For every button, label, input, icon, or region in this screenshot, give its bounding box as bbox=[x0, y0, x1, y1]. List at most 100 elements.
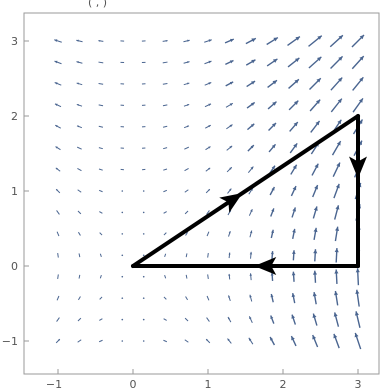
field-arrow bbox=[142, 211, 145, 214]
field-arrow bbox=[225, 59, 234, 65]
field-arrow bbox=[207, 252, 209, 258]
field-arrow bbox=[290, 164, 298, 175]
field-arrow bbox=[77, 231, 81, 236]
field-arrow bbox=[163, 296, 167, 300]
field-arrow bbox=[351, 55, 365, 70]
y-tick-label: 3 bbox=[11, 35, 18, 48]
field-arrow bbox=[333, 312, 340, 327]
field-arrow bbox=[228, 273, 231, 280]
field-arrow bbox=[77, 210, 82, 215]
x-tick-label: 3 bbox=[355, 378, 362, 388]
field-arrow bbox=[249, 273, 252, 281]
field-arrow bbox=[142, 297, 145, 299]
field-arrow bbox=[121, 190, 124, 192]
field-arrow bbox=[355, 268, 360, 286]
field-arrow bbox=[98, 189, 103, 193]
field-arrow bbox=[204, 82, 212, 86]
field-arrow bbox=[142, 254, 145, 257]
field-arrow bbox=[77, 296, 81, 301]
field-arrow bbox=[227, 338, 232, 344]
field-arrow bbox=[270, 315, 275, 324]
closed-path-layer bbox=[131, 114, 367, 275]
field-arrow bbox=[57, 274, 59, 280]
field-arrow bbox=[206, 295, 210, 301]
field-arrow bbox=[312, 334, 319, 348]
field-arrow bbox=[142, 340, 145, 342]
field-arrow bbox=[352, 97, 364, 113]
field-arrow bbox=[291, 250, 296, 261]
field-arrow bbox=[291, 271, 296, 282]
path-arrowhead bbox=[219, 192, 243, 213]
field-arrow bbox=[226, 145, 233, 151]
field-arrow bbox=[245, 59, 256, 66]
field-arrow bbox=[163, 318, 167, 321]
field-arrow bbox=[98, 339, 103, 343]
field-arrow bbox=[98, 104, 104, 107]
field-arrow bbox=[268, 143, 277, 153]
field-arrow bbox=[311, 163, 319, 176]
field-arrow bbox=[308, 35, 323, 47]
field-arrow bbox=[310, 120, 321, 133]
field-arrow bbox=[99, 274, 102, 279]
path-arrowhead bbox=[254, 257, 277, 275]
field-arrow bbox=[76, 103, 83, 107]
field-arrow bbox=[76, 82, 83, 86]
field-arrow bbox=[56, 295, 60, 301]
field-arrow bbox=[292, 228, 296, 240]
field-arrow bbox=[76, 146, 82, 150]
field-arrow bbox=[270, 293, 274, 303]
field-arrow bbox=[267, 79, 278, 89]
field-arrow bbox=[204, 39, 212, 43]
field-arrow bbox=[287, 57, 300, 68]
field-arrow bbox=[142, 318, 145, 321]
x-tick-label: −1 bbox=[46, 378, 62, 388]
field-arrow bbox=[183, 103, 190, 107]
field-arrow bbox=[312, 291, 317, 305]
field-arrow bbox=[226, 166, 233, 173]
field-arrow bbox=[330, 55, 344, 69]
field-arrow bbox=[332, 162, 341, 177]
field-arrow bbox=[312, 184, 319, 198]
field-arrow bbox=[183, 82, 190, 86]
field-arrow bbox=[183, 125, 190, 129]
field-arrow bbox=[55, 146, 61, 151]
field-arrow bbox=[162, 82, 168, 85]
field-arrow bbox=[266, 58, 278, 67]
field-arrow bbox=[269, 186, 276, 196]
field-arrow bbox=[98, 82, 104, 85]
field-arrow bbox=[185, 231, 189, 236]
x-tick-label: 0 bbox=[130, 378, 137, 388]
field-arrow bbox=[354, 311, 361, 329]
field-arrow bbox=[163, 168, 168, 171]
field-arrow bbox=[329, 34, 344, 48]
field-arrow bbox=[290, 185, 297, 197]
field-arrow bbox=[185, 296, 189, 301]
field-arrow bbox=[163, 211, 167, 214]
field-arrow bbox=[162, 104, 168, 107]
path-arrowhead bbox=[349, 156, 367, 179]
path-segment bbox=[131, 114, 360, 268]
field-arrow bbox=[334, 226, 340, 242]
field-arrow bbox=[184, 317, 189, 322]
field-arrow bbox=[247, 166, 254, 173]
field-arrow bbox=[76, 125, 83, 129]
field-arrow bbox=[162, 125, 168, 128]
field-arrow bbox=[205, 338, 211, 344]
field-arrow bbox=[249, 294, 253, 302]
field-arrow bbox=[99, 232, 103, 236]
field-arrow bbox=[270, 272, 274, 281]
field-arrow bbox=[204, 124, 211, 129]
field-arrow bbox=[164, 274, 167, 279]
field-arrow bbox=[289, 142, 298, 154]
y-tick-label: 1 bbox=[11, 185, 18, 198]
field-arrow bbox=[99, 253, 102, 258]
field-arrow bbox=[204, 103, 212, 108]
field-arrow bbox=[162, 61, 168, 64]
field-arrow bbox=[248, 316, 253, 324]
field-arrow bbox=[121, 233, 124, 235]
field-arrow bbox=[333, 183, 340, 199]
field-arrow bbox=[224, 38, 235, 44]
field-arrow bbox=[330, 77, 343, 91]
field-arrow bbox=[267, 101, 277, 110]
